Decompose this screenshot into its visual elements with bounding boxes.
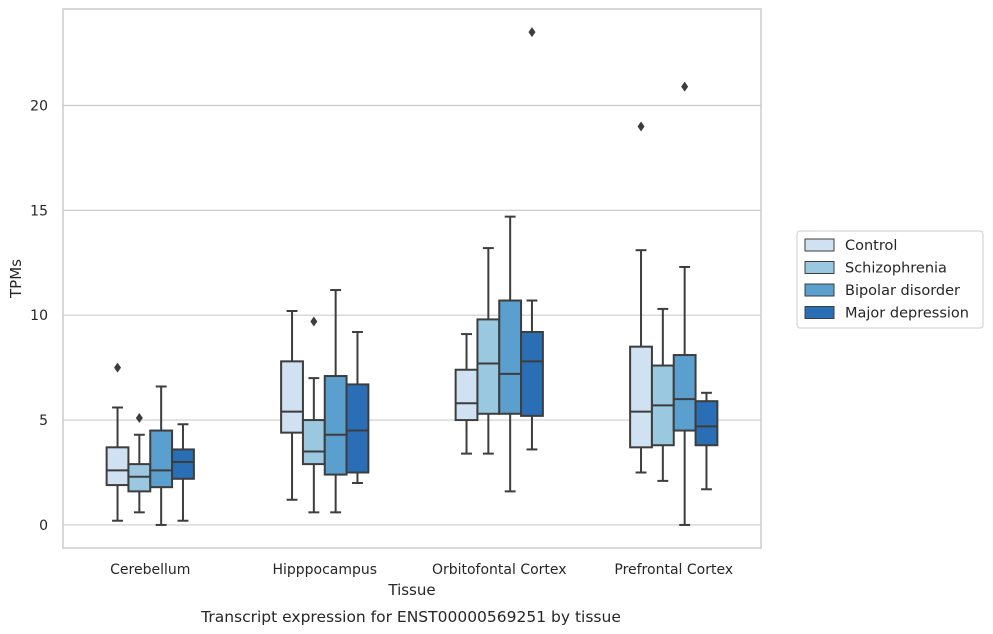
legend-label: Bipolar disorder — [845, 283, 960, 299]
box-control — [105, 362, 130, 522]
box-control — [629, 121, 653, 474]
box-iqr — [301, 419, 326, 466]
box-iqr — [105, 446, 130, 487]
box-plots — [105, 27, 719, 526]
y-tick-label: 10 — [30, 308, 48, 324]
box-schizophrenia — [476, 247, 501, 455]
box-iqr — [476, 318, 501, 415]
outlier-point — [637, 121, 645, 132]
box-iqr — [280, 360, 304, 434]
x-tick-label: Hipppocampus — [272, 562, 377, 578]
box-control — [280, 310, 304, 501]
plot-area-frame — [62, 8, 762, 549]
x-axis-label: Tissue — [387, 581, 435, 599]
box-bipolar-disorder — [498, 215, 523, 493]
box-iqr — [498, 299, 523, 415]
legend-swatch — [804, 238, 835, 252]
box-bipolar-disorder — [149, 385, 174, 526]
box-major-depression — [345, 330, 370, 484]
y-tick-label: 15 — [30, 203, 48, 219]
legend-label: Major depression — [845, 306, 969, 322]
y-tick-labels: 0 5 10 15 20 — [30, 98, 48, 533]
outlier-point — [114, 362, 122, 373]
box-iqr — [672, 354, 697, 432]
box-iqr — [171, 448, 195, 480]
chart-caption: Transcript expression for ENST0000056925… — [200, 608, 621, 626]
box-schizophrenia — [650, 307, 675, 482]
x-tick-labels: Cerebellum Hipppocampus Orbitofontal Corte… — [110, 562, 733, 578]
outlier-point — [681, 81, 689, 92]
box-iqr — [345, 383, 370, 474]
legend-label: Control — [845, 238, 897, 254]
legend-label: Schizophrenia — [845, 261, 947, 277]
box-iqr — [323, 375, 348, 476]
y-tick-label: 5 — [39, 413, 48, 429]
outlier-point — [310, 316, 318, 327]
box-iqr — [454, 368, 479, 422]
box-major-depression — [694, 391, 719, 491]
box-iqr — [149, 429, 174, 489]
x-tick-label: Orbitofontal Cortex — [432, 562, 567, 578]
y-tick-label: 20 — [30, 98, 48, 114]
box-control — [454, 333, 479, 455]
box-major-depression — [171, 423, 195, 522]
legend-swatch — [804, 306, 835, 319]
legend: Control Schizophrenia Bipolar disorder Majo… — [796, 230, 984, 329]
outlier-point — [528, 27, 536, 38]
box-bipolar-disorder — [672, 81, 697, 526]
box-schizophrenia — [301, 316, 326, 514]
x-tick-label: Prefrontal Cortex — [614, 562, 733, 578]
legend-frame — [796, 230, 984, 329]
legend-swatch — [804, 283, 835, 297]
box-iqr — [629, 345, 653, 449]
y-axis-label: TPMs — [7, 259, 25, 299]
box-major-depression — [520, 27, 544, 451]
legend-items: Control Schizophrenia Bipolar disorder Majo… — [804, 238, 969, 322]
box-iqr — [694, 400, 719, 447]
box-iqr — [127, 463, 152, 493]
legend-swatch — [804, 261, 835, 274]
box-schizophrenia — [127, 412, 152, 514]
box-bipolar-disorder — [323, 289, 348, 514]
outlier-point — [135, 412, 143, 423]
x-tick-label: Cerebellum — [110, 562, 190, 578]
y-tick-label: 0 — [39, 518, 48, 534]
box-iqr — [520, 330, 544, 417]
